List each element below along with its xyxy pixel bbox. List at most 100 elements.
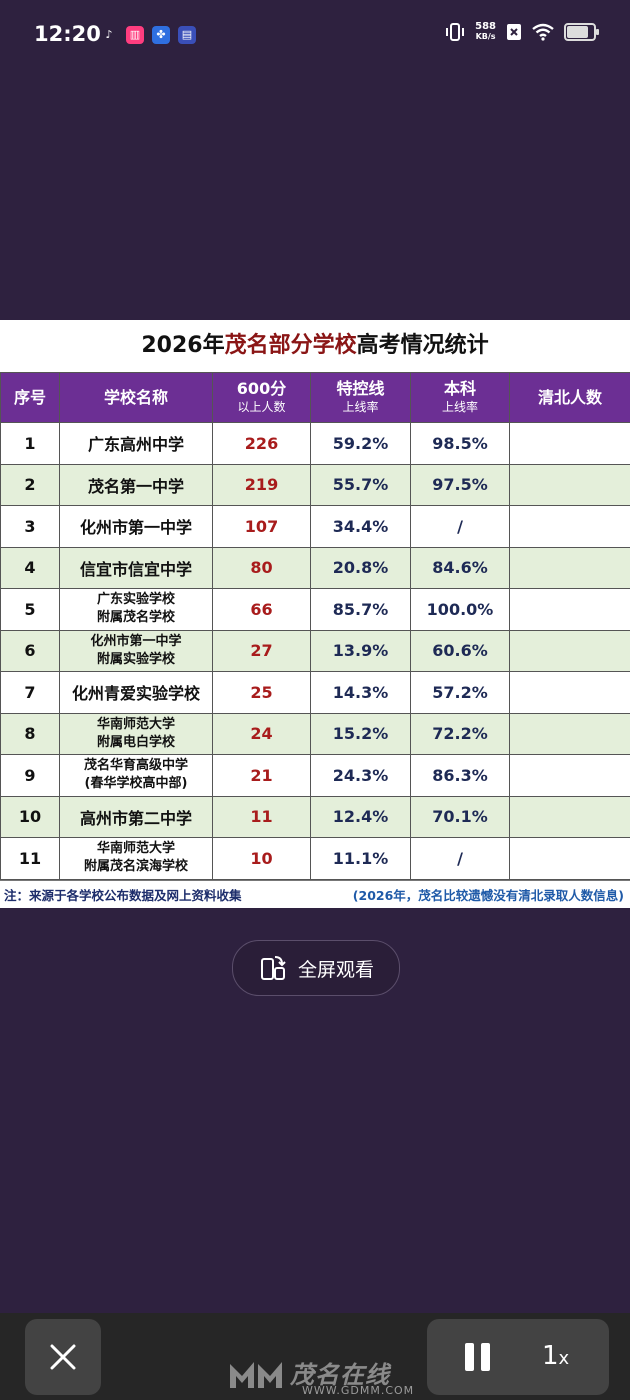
cell-school: 化州市第一中学 附属实验学校 (59, 629, 213, 672)
cell-qingbei (509, 422, 630, 465)
cell-school: 华南师范大学 附属电白学校 (59, 712, 213, 755)
header-600-sub: 以上人数 (237, 399, 286, 414)
cell-school: 茂名华育高级中学 (春华学校高中部) (59, 754, 213, 797)
table-body: 1 广东高州中学 226 59.2% 98.5% 2 茂名第一中学 219 55.7% 97.5%… (0, 422, 630, 880)
cell-school-line1: 华南师范大学 (96, 716, 175, 732)
cell-school: 化州市第一中学 (59, 505, 213, 548)
header-bachelor-sub: 上线率 (441, 399, 478, 414)
table-row: 8 华南师范大学 附属电白学校 24 15.2% 72.2% (0, 712, 630, 755)
clipboard-app-icon: ▤ (178, 26, 196, 44)
title-suffix: 高考情况统计 (356, 333, 489, 358)
watermark: 茂名在线 (228, 1355, 390, 1390)
cell-school: 信宜市信宜中学 (59, 546, 213, 589)
table-row: 5 广东实验学校 附属茂名学校 66 85.7% 100.0% (0, 588, 630, 631)
cell-index: 2 (0, 463, 60, 506)
title-highlight: 茂名部分学校 (224, 333, 357, 358)
title-year: 2026年 (141, 333, 225, 358)
vibrate-icon (446, 23, 465, 41)
cell-qingbei (509, 505, 630, 548)
cell-school-line1: 化州市第一中学 (90, 633, 182, 649)
paw-app-icon: ✤ (152, 26, 170, 44)
note-source: 注：来源于各学校公布数据及网上资料收集 (4, 888, 242, 903)
cell-school: 华南师范大学 附属茂名滨海学校 (59, 837, 213, 880)
close-button[interactable] (25, 1319, 101, 1395)
header-special: 特控线 上线率 (310, 372, 411, 423)
cell-bachelor-rate: 72.2% (410, 712, 510, 755)
header-bachelor: 本科 上线率 (410, 372, 510, 423)
network-speed-value: 588 (475, 21, 496, 32)
table-title: 2026年茂名部分学校高考情况统计 (0, 320, 630, 372)
cell-index: 8 (0, 712, 60, 755)
fullscreen-label: 全屏观看 (297, 958, 374, 981)
cell-600: 226 (212, 422, 311, 465)
cell-special-rate: 24.3% (310, 754, 411, 797)
speed-value: 1 (542, 1341, 559, 1371)
cell-special-rate: 34.4% (310, 505, 411, 548)
cell-600: 80 (212, 546, 311, 589)
cell-school-line1: 茂名华育高级中学 (83, 758, 188, 774)
cell-special-rate: 12.4% (310, 795, 411, 838)
player-bar: 1x (0, 1313, 630, 1400)
cell-school-line2: 附属茂名滨海学校 (83, 859, 188, 875)
cell-special-rate: 59.2% (310, 422, 411, 465)
cell-qingbei (509, 795, 630, 838)
cell-school: 化州青爱实验学校 (59, 671, 213, 714)
cell-index: 7 (0, 671, 60, 714)
network-speed-unit: KB/s (475, 32, 496, 41)
table-row: 1 广东高州中学 226 59.2% 98.5% (0, 422, 630, 465)
cell-600: 107 (212, 505, 311, 548)
table-row: 9 茂名华育高级中学 (春华学校高中部) 21 24.3% 86.3% (0, 754, 630, 797)
header-600-main: 600分 (236, 378, 287, 398)
header-index: 序号 (0, 372, 60, 423)
cell-special-rate: 85.7% (310, 588, 411, 631)
cell-qingbei (509, 463, 630, 506)
cell-qingbei (509, 754, 630, 797)
rotate-screen-icon (260, 956, 286, 980)
cell-600: 24 (212, 712, 311, 755)
pause-icon-bar (481, 1343, 490, 1371)
cell-special-rate: 55.7% (310, 463, 411, 506)
cell-school-line1: 华南师范大学 (96, 841, 175, 857)
cell-600: 21 (212, 754, 311, 797)
cell-bachelor-rate: 57.2% (410, 671, 510, 714)
cell-bachelor-rate: 97.5% (410, 463, 510, 506)
speed-button[interactable]: 1x (542, 1341, 569, 1371)
cell-bachelor-rate: 70.1% (410, 795, 510, 838)
cell-school: 广东高州中学 (59, 422, 213, 465)
watermark-name: 茂名在线 (290, 1361, 390, 1389)
header-special-sub: 上线率 (342, 399, 379, 414)
cell-bachelor-rate: 98.5% (410, 422, 510, 465)
header-qingbei: 清北人数 (509, 372, 630, 423)
cell-school-line2: 附属实验学校 (96, 651, 175, 667)
cell-bachelor-rate: 100.0% (410, 588, 510, 631)
network-speed: 588 KB/s (475, 22, 496, 42)
cell-bachelor-rate: 86.3% (410, 754, 510, 797)
table-header-row: 序号 学校名称 600分 以上人数 特控线 上线率 本科 上线率 清北人数 (0, 372, 630, 423)
cell-qingbei (509, 712, 630, 755)
cell-bachelor-rate: 60.6% (410, 629, 510, 672)
fullscreen-button[interactable]: 全屏观看 (232, 940, 400, 996)
cell-index: 1 (0, 422, 60, 465)
cell-bachelor-rate: / (410, 837, 510, 880)
cell-bachelor-rate: 84.6% (410, 546, 510, 589)
note-remark: (2026年，茂名比较遗憾没有清北录取人数信息) (352, 888, 624, 903)
cell-special-rate: 15.2% (310, 712, 411, 755)
cell-qingbei (509, 546, 630, 589)
speed-suffix: x (558, 1348, 570, 1369)
cell-qingbei (509, 671, 630, 714)
pause-button[interactable] (463, 1343, 493, 1373)
table-note: 注：来源于各学校公布数据及网上资料收集 (2026年，茂名比较遗憾没有清北录取人… (0, 879, 630, 909)
cell-qingbei (509, 837, 630, 880)
cell-school: 高州市第二中学 (59, 795, 213, 838)
statistics-image[interactable]: 2026年茂名部分学校高考情况统计 序号 学校名称 600分 以上人数 特控线 上线… (0, 320, 630, 908)
cell-bachelor-rate: / (410, 505, 510, 548)
statistics-table: 序号 学校名称 600分 以上人数 特控线 上线率 本科 上线率 清北人数 1 广东高州… (0, 372, 630, 880)
table-row: 11 华南师范大学 附属茂名滨海学校 10 11.1% / (0, 837, 630, 880)
close-icon (50, 1344, 76, 1370)
cell-school-line2: 附属电白学校 (96, 734, 175, 750)
cell-index: 9 (0, 754, 60, 797)
table-row: 6 化州市第一中学 附属实验学校 27 13.9% 60.6% (0, 629, 630, 672)
cell-index: 5 (0, 588, 60, 631)
cell-special-rate: 13.9% (310, 629, 411, 672)
table-row: 2 茂名第一中学 219 55.7% 97.5% (0, 463, 630, 506)
